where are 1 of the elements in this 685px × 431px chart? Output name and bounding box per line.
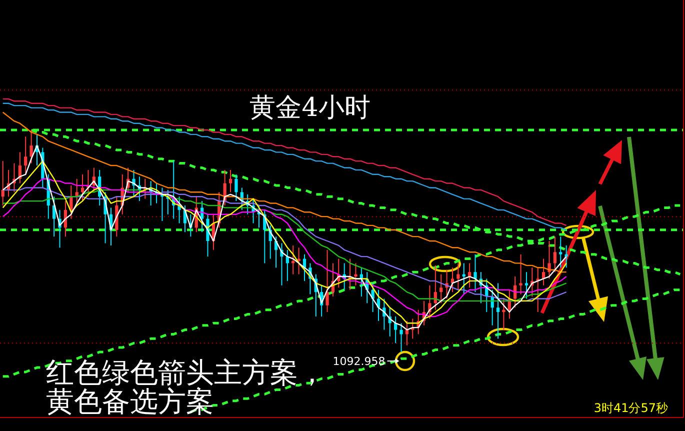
title: 黄金4小时: [250, 93, 370, 123]
